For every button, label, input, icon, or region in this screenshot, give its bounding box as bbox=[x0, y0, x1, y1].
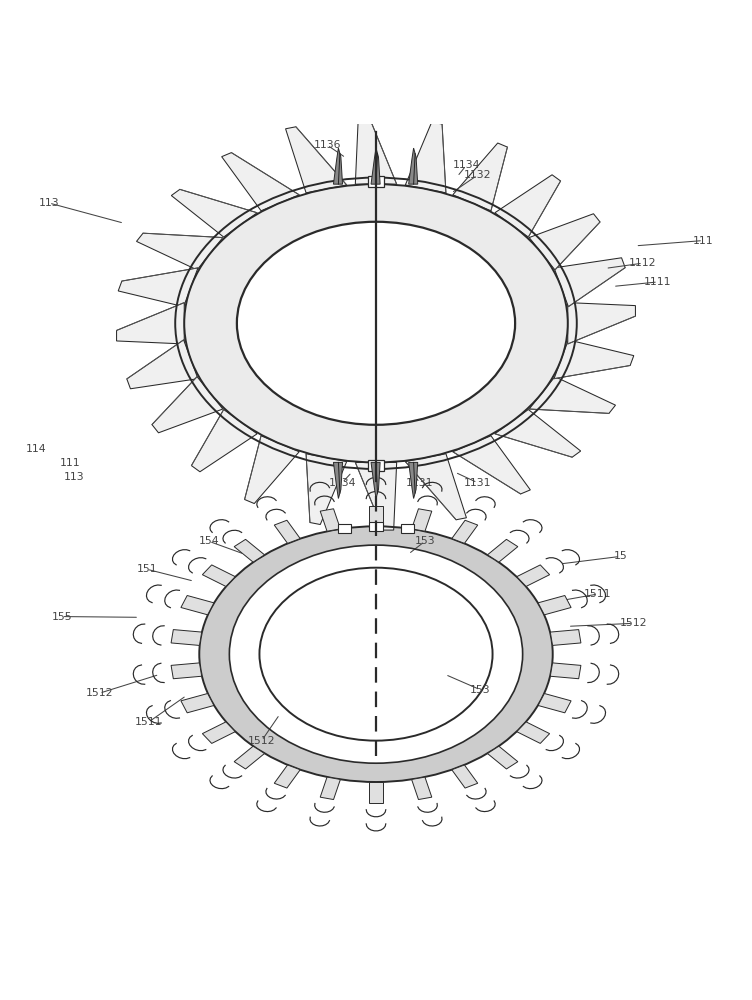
Polygon shape bbox=[550, 630, 581, 645]
Polygon shape bbox=[333, 462, 343, 498]
Polygon shape bbox=[517, 565, 550, 586]
Polygon shape bbox=[171, 189, 257, 237]
Polygon shape bbox=[517, 722, 550, 743]
Polygon shape bbox=[333, 148, 343, 184]
Polygon shape bbox=[181, 596, 214, 615]
Polygon shape bbox=[117, 303, 184, 344]
Text: 153: 153 bbox=[469, 685, 490, 695]
Polygon shape bbox=[202, 565, 235, 586]
Text: 1111: 1111 bbox=[644, 277, 672, 287]
Ellipse shape bbox=[199, 526, 553, 782]
Polygon shape bbox=[306, 454, 347, 525]
Polygon shape bbox=[369, 506, 383, 526]
Text: 1512: 1512 bbox=[620, 618, 647, 628]
Polygon shape bbox=[550, 663, 581, 679]
Text: 111: 111 bbox=[59, 458, 80, 468]
Polygon shape bbox=[538, 596, 571, 615]
Ellipse shape bbox=[229, 545, 523, 763]
Ellipse shape bbox=[184, 184, 568, 462]
Polygon shape bbox=[355, 462, 397, 530]
Polygon shape bbox=[202, 722, 235, 743]
Polygon shape bbox=[568, 303, 635, 344]
Text: 1512: 1512 bbox=[86, 688, 113, 698]
Text: 1512: 1512 bbox=[248, 736, 275, 746]
Polygon shape bbox=[320, 509, 341, 531]
Polygon shape bbox=[222, 153, 299, 211]
Text: 113: 113 bbox=[38, 198, 59, 208]
Text: 113: 113 bbox=[63, 472, 84, 482]
Text: 114: 114 bbox=[26, 444, 47, 454]
Text: 154: 154 bbox=[199, 536, 220, 546]
Polygon shape bbox=[171, 663, 202, 679]
Polygon shape bbox=[529, 214, 600, 270]
Polygon shape bbox=[453, 143, 508, 211]
Text: 1131: 1131 bbox=[464, 478, 491, 488]
Polygon shape bbox=[274, 765, 300, 788]
Polygon shape bbox=[137, 233, 223, 270]
Polygon shape bbox=[234, 539, 265, 562]
Text: 1136: 1136 bbox=[314, 140, 341, 150]
Text: 1511: 1511 bbox=[584, 589, 611, 599]
Polygon shape bbox=[320, 777, 341, 800]
Text: 153: 153 bbox=[414, 536, 435, 546]
Bar bbox=[368, 460, 384, 471]
Polygon shape bbox=[495, 175, 560, 237]
Polygon shape bbox=[487, 746, 518, 769]
Ellipse shape bbox=[237, 222, 515, 425]
Polygon shape bbox=[452, 520, 478, 543]
Polygon shape bbox=[274, 520, 300, 543]
Bar bbox=[369, 522, 383, 531]
Text: 1131: 1131 bbox=[406, 478, 433, 488]
Polygon shape bbox=[452, 765, 478, 788]
Text: 1134: 1134 bbox=[453, 160, 480, 170]
Polygon shape bbox=[408, 148, 418, 184]
Polygon shape bbox=[411, 777, 432, 800]
Polygon shape bbox=[192, 410, 257, 472]
Text: 111: 111 bbox=[693, 236, 714, 246]
Polygon shape bbox=[181, 693, 214, 713]
Polygon shape bbox=[529, 377, 615, 413]
Polygon shape bbox=[538, 693, 571, 713]
Polygon shape bbox=[369, 782, 383, 803]
Polygon shape bbox=[171, 630, 202, 645]
Text: 1134: 1134 bbox=[329, 478, 356, 488]
Polygon shape bbox=[152, 377, 223, 433]
Bar bbox=[401, 524, 414, 533]
Polygon shape bbox=[405, 122, 446, 193]
Polygon shape bbox=[371, 148, 380, 184]
Ellipse shape bbox=[259, 568, 493, 741]
Text: 15: 15 bbox=[614, 551, 627, 561]
Polygon shape bbox=[127, 340, 198, 389]
Polygon shape bbox=[554, 340, 634, 379]
Polygon shape bbox=[453, 436, 530, 494]
Bar bbox=[338, 524, 351, 533]
Polygon shape bbox=[405, 454, 466, 520]
Text: 1132: 1132 bbox=[464, 170, 491, 180]
Polygon shape bbox=[234, 746, 265, 769]
Polygon shape bbox=[371, 462, 380, 498]
Polygon shape bbox=[355, 116, 397, 184]
Text: 1511: 1511 bbox=[135, 717, 162, 727]
Bar bbox=[368, 176, 384, 187]
Text: 1112: 1112 bbox=[629, 258, 656, 268]
Polygon shape bbox=[244, 436, 299, 504]
Polygon shape bbox=[495, 410, 581, 457]
Polygon shape bbox=[554, 258, 625, 307]
Polygon shape bbox=[118, 268, 198, 307]
Polygon shape bbox=[487, 539, 518, 562]
Text: 151: 151 bbox=[136, 564, 157, 574]
Polygon shape bbox=[411, 509, 432, 531]
Text: 155: 155 bbox=[51, 612, 72, 622]
Polygon shape bbox=[408, 462, 418, 498]
Polygon shape bbox=[286, 127, 347, 193]
